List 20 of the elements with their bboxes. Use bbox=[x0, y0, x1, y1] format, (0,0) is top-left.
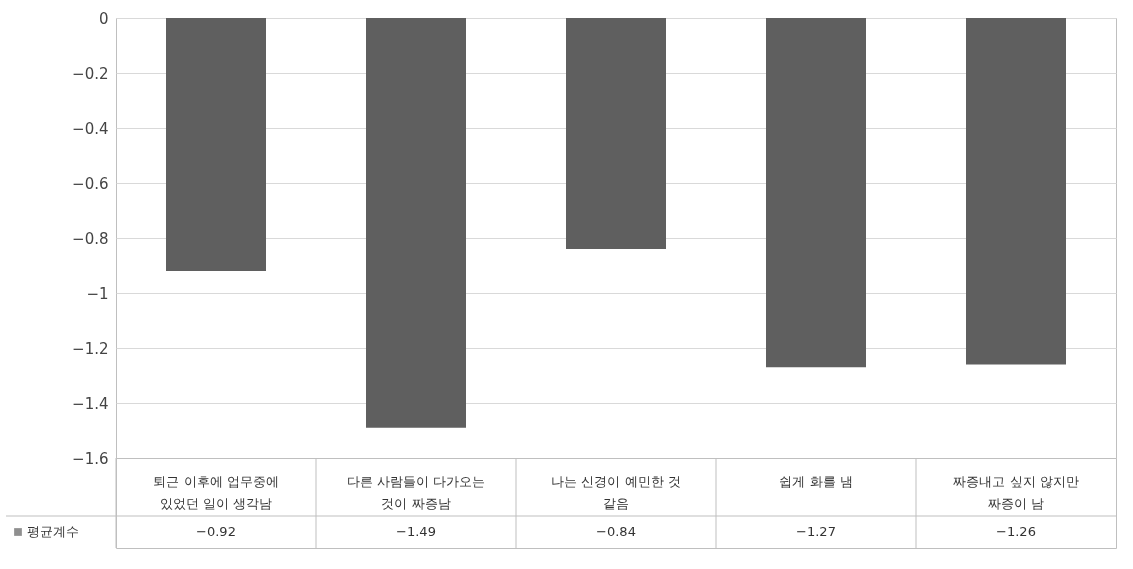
x-tick-label: 퇴근 이후에 업무중에 있었던 일이 생각남 bbox=[153, 474, 279, 511]
legend-label: 평균계수 bbox=[27, 524, 79, 539]
data-label: −1.26 bbox=[996, 524, 1036, 539]
y-tick-label: −0.2 bbox=[72, 64, 109, 83]
x-tick-label: 나는 신경이 예민한 것 같음 bbox=[551, 474, 681, 511]
y-tick-label: −1.2 bbox=[72, 339, 109, 358]
y-tick-label: −1 bbox=[86, 284, 109, 303]
x-tick-label: 다른 사람들이 다가오는 것이 짜증남 bbox=[346, 474, 486, 511]
data-label: −0.84 bbox=[596, 524, 636, 539]
data-label: −1.27 bbox=[796, 524, 836, 539]
y-tick-label: −0.4 bbox=[72, 119, 109, 138]
data-label: −1.49 bbox=[396, 524, 436, 539]
data-label: −0.92 bbox=[196, 524, 236, 539]
x-tick-label: 쉽게 화를 냄 bbox=[779, 474, 853, 489]
y-tick-label: −0.6 bbox=[72, 174, 109, 193]
x-tick-label: 짜증내고 싶지 않지만 짜증이 남 bbox=[953, 474, 1079, 511]
y-tick-label: −1.6 bbox=[72, 449, 109, 468]
y-tick-label: 0 bbox=[98, 9, 109, 28]
y-tick-label: −1.4 bbox=[72, 394, 109, 413]
y-tick-label: −0.8 bbox=[72, 229, 109, 248]
